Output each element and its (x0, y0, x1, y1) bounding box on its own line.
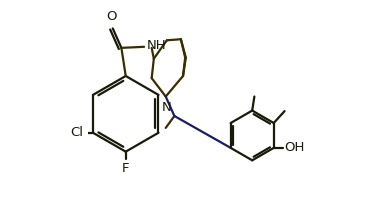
Text: Cl: Cl (70, 126, 83, 139)
Text: O: O (106, 10, 117, 23)
Text: F: F (122, 162, 129, 175)
Text: OH: OH (285, 141, 305, 154)
Text: N: N (162, 101, 172, 114)
Text: NH: NH (146, 39, 166, 52)
